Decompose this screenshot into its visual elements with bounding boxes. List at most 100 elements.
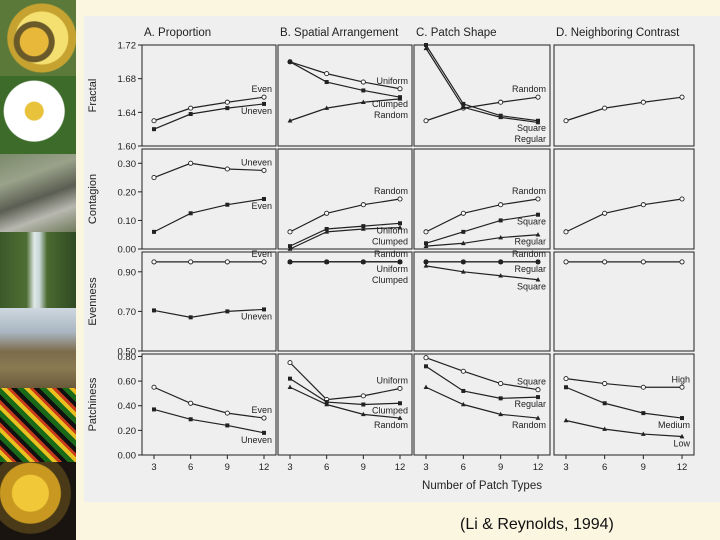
panel-frame bbox=[141, 353, 277, 456]
panel-frame bbox=[413, 353, 551, 456]
data-point bbox=[261, 259, 267, 265]
series-label: Uneven bbox=[241, 435, 272, 445]
data-point bbox=[563, 376, 569, 382]
data-point bbox=[360, 259, 366, 264]
y-tick-label: 0.50 bbox=[118, 347, 137, 358]
y-tick-label: 0.20 bbox=[118, 187, 137, 198]
data-point bbox=[287, 229, 293, 235]
series-line bbox=[425, 44, 539, 122]
y-tick-label: 1.72 bbox=[118, 41, 137, 52]
series-line bbox=[289, 386, 401, 419]
data-point bbox=[460, 269, 466, 274]
data-point bbox=[679, 94, 685, 100]
data-point bbox=[536, 259, 540, 264]
data-point bbox=[602, 381, 608, 387]
data-point bbox=[360, 393, 366, 399]
series-label: Clumped bbox=[372, 405, 408, 415]
y-tick-label: 0.00 bbox=[118, 451, 137, 462]
series-label: Random bbox=[374, 249, 408, 259]
series-label: Medium bbox=[658, 420, 690, 430]
data-point bbox=[641, 411, 646, 416]
series-label: Even bbox=[251, 201, 272, 211]
mountain-landscape-photo bbox=[0, 308, 76, 388]
data-point bbox=[360, 79, 366, 85]
data-point bbox=[225, 423, 230, 428]
data-point bbox=[262, 197, 266, 201]
x-tick-label: 9 bbox=[225, 462, 230, 473]
panel-frame bbox=[277, 44, 413, 147]
series-line bbox=[153, 198, 265, 233]
data-point bbox=[188, 400, 194, 406]
data-point bbox=[224, 259, 230, 265]
x-tick-label: 9 bbox=[641, 462, 646, 473]
data-point bbox=[397, 224, 403, 230]
series-line bbox=[565, 378, 682, 388]
series-line bbox=[153, 103, 265, 130]
data-point bbox=[152, 308, 156, 313]
panel-frame bbox=[553, 148, 695, 250]
data-point bbox=[460, 401, 466, 407]
data-point bbox=[498, 381, 504, 387]
data-point bbox=[498, 99, 504, 105]
series-line bbox=[425, 48, 539, 124]
x-tick-label: 12 bbox=[259, 462, 270, 473]
bee-on-flower-photo bbox=[0, 0, 76, 76]
data-point bbox=[397, 196, 403, 202]
x-tick-label: 6 bbox=[188, 462, 193, 473]
series-label: Uniform bbox=[376, 375, 408, 385]
panel-frame bbox=[141, 148, 277, 250]
x-tick-label: 3 bbox=[151, 462, 156, 473]
data-point bbox=[460, 104, 466, 110]
y-axis-label: Fractal bbox=[87, 79, 99, 113]
data-point bbox=[397, 86, 403, 92]
photo-strip bbox=[0, 0, 76, 540]
data-point bbox=[360, 411, 366, 417]
series-line bbox=[565, 96, 683, 122]
series-line bbox=[289, 61, 401, 98]
panel-frame bbox=[277, 148, 413, 250]
series-line bbox=[425, 234, 539, 247]
data-point bbox=[262, 430, 266, 435]
data-point bbox=[424, 259, 428, 264]
data-point bbox=[461, 101, 466, 106]
data-point bbox=[188, 417, 193, 422]
series-line bbox=[425, 265, 539, 281]
series-line bbox=[565, 419, 683, 438]
series-label: Random bbox=[374, 110, 408, 120]
data-point bbox=[461, 229, 466, 234]
data-point bbox=[324, 105, 330, 110]
x-tick-label: 12 bbox=[533, 462, 544, 473]
data-point bbox=[602, 210, 608, 216]
series-label: Uneven bbox=[241, 311, 272, 321]
panel-frame bbox=[553, 353, 695, 456]
x-tick-label: 9 bbox=[498, 462, 503, 473]
series-line bbox=[153, 162, 265, 179]
series-line bbox=[289, 222, 401, 247]
data-point bbox=[423, 384, 429, 390]
data-point bbox=[262, 307, 266, 312]
data-point bbox=[287, 360, 293, 366]
series-line bbox=[153, 96, 265, 122]
data-point bbox=[680, 416, 684, 421]
data-point bbox=[535, 232, 541, 237]
series-line bbox=[153, 386, 265, 419]
data-point bbox=[188, 259, 194, 265]
series-label: Random bbox=[512, 84, 546, 94]
data-point bbox=[262, 101, 266, 106]
waterfall-photo bbox=[0, 232, 76, 308]
data-point bbox=[498, 411, 504, 417]
y-tick-label: 0.60 bbox=[118, 377, 137, 388]
x-tick-label: 6 bbox=[602, 462, 607, 473]
series-line bbox=[289, 98, 401, 122]
series-line bbox=[425, 365, 539, 399]
data-point bbox=[564, 385, 568, 390]
x-tick-label: 3 bbox=[423, 462, 428, 473]
column-title: A. Proportion bbox=[144, 27, 211, 39]
y-tick-label: 0.30 bbox=[118, 159, 137, 170]
panel-frame bbox=[277, 251, 413, 352]
data-point bbox=[536, 212, 540, 217]
series-label: Uniform bbox=[376, 264, 408, 274]
data-point bbox=[261, 415, 267, 421]
y-axis-label: Evenness bbox=[87, 277, 99, 326]
y-tick-label: 0.90 bbox=[118, 267, 137, 278]
